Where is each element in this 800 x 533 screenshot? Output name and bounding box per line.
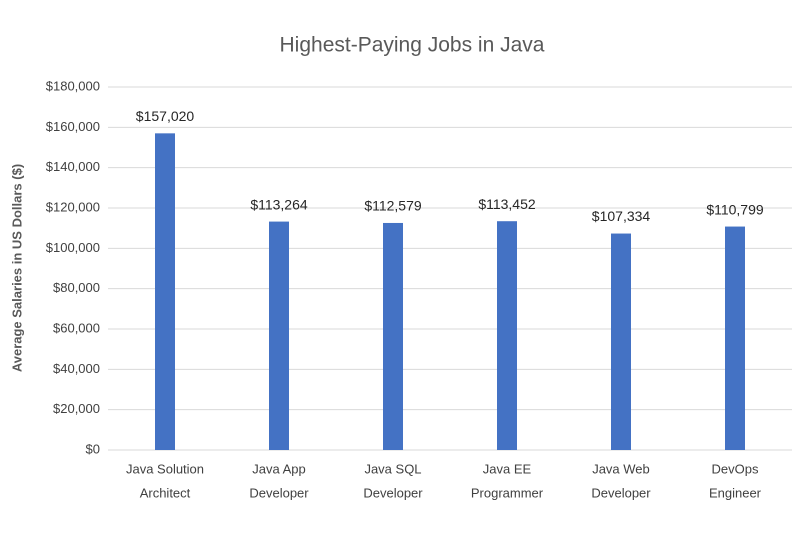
x-tick-label: Java App	[252, 461, 306, 476]
bar	[725, 226, 745, 450]
x-tick-label: DevOps	[712, 461, 759, 476]
y-tick-label: $120,000	[46, 199, 100, 214]
value-label: $112,579	[364, 198, 422, 214]
x-tick-label: Developer	[363, 485, 423, 500]
value-label: $113,264	[250, 196, 308, 212]
chart-title: Highest-Paying Jobs in Java	[280, 34, 545, 57]
y-tick-label: $20,000	[53, 401, 100, 416]
y-tick-label: $180,000	[46, 78, 100, 93]
y-tick-label: $60,000	[53, 320, 100, 335]
y-axis-label: Average Salaries in US Dollars ($)	[9, 164, 24, 372]
x-tick-label: Java SQL	[364, 461, 421, 476]
bar	[155, 133, 175, 450]
value-label: $107,334	[592, 208, 651, 224]
bar	[269, 221, 289, 450]
bar	[497, 221, 517, 450]
y-tick-label: $160,000	[46, 119, 100, 134]
y-tick-label: $40,000	[53, 361, 100, 376]
y-tick-label: $140,000	[46, 159, 100, 174]
y-tick-label: $0	[86, 441, 100, 456]
x-tick-label: Architect	[140, 485, 191, 500]
x-tick-label: Programmer	[471, 485, 544, 500]
x-tick-label: Developer	[591, 485, 651, 500]
value-label: $113,452	[478, 196, 536, 212]
bar	[383, 222, 403, 450]
y-tick-label: $100,000	[46, 240, 100, 255]
x-tick-label: Java EE	[483, 461, 532, 476]
value-label: $157,020	[136, 108, 195, 124]
value-label: $110,799	[706, 201, 764, 217]
y-tick-label: $80,000	[53, 280, 100, 295]
bar	[611, 233, 631, 450]
x-tick-label: Developer	[249, 485, 309, 500]
x-tick-label: Engineer	[709, 485, 762, 500]
x-tick-label: Java Solution	[126, 461, 204, 476]
x-tick-label: Java Web	[592, 461, 650, 476]
